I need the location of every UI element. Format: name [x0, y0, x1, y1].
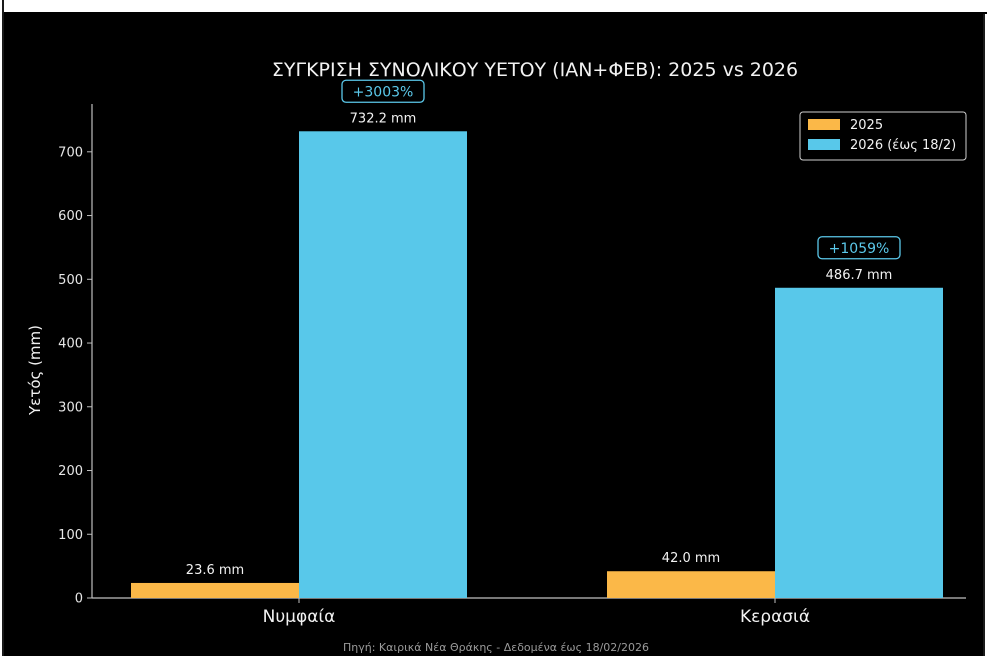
bar-value-label: 23.6 mm — [186, 563, 244, 578]
y-tick-label: 500 — [58, 273, 83, 288]
bar-chart: ΣΥΓΚΡΙΣΗ ΣΥΝΟΛΙΚΟΥ ΥΕΤΟΥ (ΙΑΝ+ΦΕΒ): 2025… — [26, 59, 967, 654]
bar — [775, 287, 943, 598]
legend: 2025 2026 (έως 18/2) — [799, 111, 967, 161]
change-label: +3003% — [353, 84, 414, 100]
bar-value-label: 486.7 mm — [826, 268, 893, 283]
bar-value-label: 42.0 mm — [662, 551, 720, 566]
legend-label: 2026 (έως 18/2) — [850, 138, 956, 153]
y-tick-label: 600 — [58, 209, 83, 224]
bar — [299, 131, 467, 598]
change-badge — [817, 236, 901, 260]
bar-value-label: 732.2 mm — [350, 111, 417, 126]
legend-swatch — [808, 119, 840, 130]
y-tick-label: 700 — [58, 145, 83, 160]
legend-box — [799, 111, 967, 161]
bar — [131, 582, 299, 598]
change-badge — [341, 79, 425, 103]
y-tick-label: 300 — [58, 400, 83, 415]
y-axis-label: Υετός (mm) — [26, 325, 44, 416]
legend-swatch — [808, 139, 840, 150]
change-label: +1059% — [829, 241, 890, 257]
bar — [607, 571, 775, 598]
source-note: Πηγή: Καιρικά Νέα Θράκης - Δεδομένα έως … — [343, 641, 649, 654]
y-tick-label: 100 — [58, 528, 83, 543]
legend-label: 2025 — [850, 118, 883, 133]
x-tick-label: Κερασιά — [740, 607, 810, 627]
bars: 23.6 mm 732.2 mm +3003% 42.0 mm 486.7 mm +105… — [131, 79, 943, 598]
top-strip — [4, 0, 987, 14]
x-tick-label: Νυμφαία — [263, 607, 336, 627]
chart-title: ΣΥΓΚΡΙΣΗ ΣΥΝΟΛΙΚΟΥ ΥΕΤΟΥ (ΙΑΝ+ΦΕΒ): 2025… — [272, 59, 798, 81]
y-tick-label: 400 — [58, 337, 83, 352]
y-tick-label: 200 — [58, 464, 83, 479]
y-tick-label: 0 — [75, 592, 83, 607]
